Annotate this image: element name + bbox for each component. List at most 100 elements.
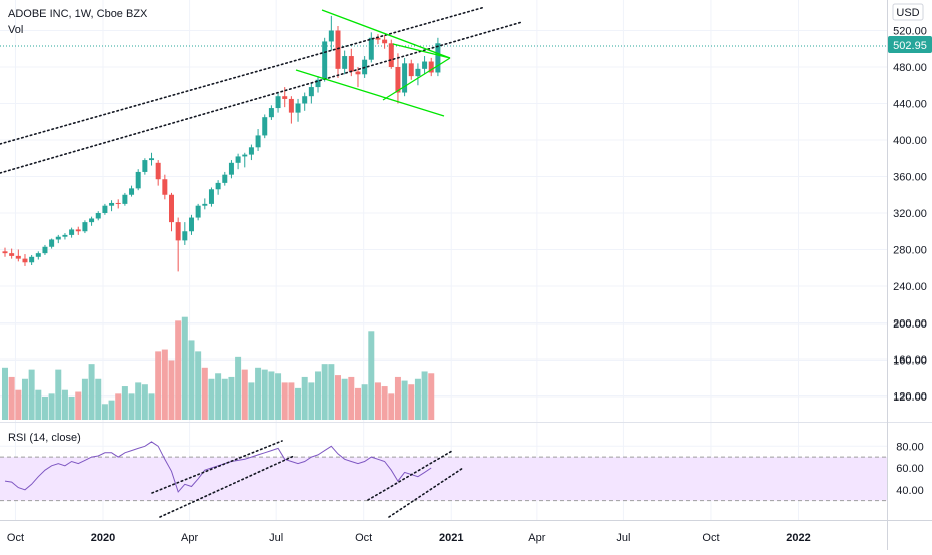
candle-body (222, 174, 228, 183)
grid (0, 0, 887, 520)
candle-body (169, 194, 174, 223)
volume-bar (175, 320, 182, 420)
volume-bar (368, 331, 375, 420)
volume-bar (88, 364, 95, 420)
candle-body (15, 255, 21, 259)
volume-bar (374, 382, 381, 420)
volume-bar (361, 384, 368, 420)
currency-badge[interactable]: USD (896, 7, 919, 19)
volume-bar (348, 376, 355, 420)
candle-body (435, 43, 441, 73)
candle-body (208, 189, 214, 204)
volume-bar (28, 369, 35, 420)
price-tick-label: 120.00 (893, 391, 927, 403)
candle-body (195, 205, 201, 218)
volume-bar (308, 382, 315, 420)
volume-bar (414, 378, 421, 420)
volume-bar (75, 391, 82, 420)
volume-bar (301, 376, 308, 420)
candle-body (115, 202, 121, 204)
volume-bar (95, 378, 102, 420)
volume-bar (328, 364, 335, 420)
currency-badge-box[interactable] (892, 3, 924, 21)
volume-bar (115, 393, 122, 420)
volume-bar (381, 386, 388, 420)
candle-body (175, 222, 181, 241)
rsi-band-fill (0, 457, 887, 501)
candle-body (35, 253, 41, 257)
price-tick-label: 520.00 (893, 26, 927, 38)
price-tick-label: 280.00 (893, 245, 927, 257)
candle-body (242, 154, 248, 157)
candle-body (288, 98, 294, 113)
volume-bar (394, 376, 401, 420)
volume-bar (228, 376, 235, 420)
rsi-channel-lower (388, 467, 464, 518)
candle-body (182, 231, 188, 241)
rsi-tick-label: 80.00 (896, 441, 924, 453)
volume-bars (2, 316, 435, 420)
candle-body (282, 96, 288, 99)
volume-bar (161, 349, 168, 420)
rsi-line (4, 441, 432, 493)
candle-body (122, 194, 128, 204)
candle-body (248, 147, 254, 155)
triangle-lower-line (295, 69, 445, 117)
volume-bar (15, 389, 22, 420)
candle-body (368, 37, 374, 60)
volume-bar (388, 393, 395, 420)
volume-bar (141, 384, 148, 420)
candle-body (162, 179, 168, 195)
rsi-tick-label: 40.00 (896, 485, 924, 497)
volume-bar (195, 351, 202, 420)
volume-bar (401, 380, 408, 420)
drawings[interactable] (0, 6, 523, 518)
volume-bar (21, 378, 28, 420)
candle-body (355, 71, 361, 75)
volume-bar (168, 360, 175, 420)
candle-body (202, 203, 208, 206)
volume-bar (81, 378, 88, 420)
candle-body (228, 162, 234, 175)
rsi-channel-upper (367, 450, 453, 501)
candle-body (275, 96, 281, 109)
candle-body (315, 79, 321, 88)
price-tick-label: 360.00 (893, 172, 927, 184)
candle-body (395, 67, 401, 93)
price-tick-label: 440.00 (893, 99, 927, 111)
volume-bar (315, 371, 322, 420)
candle-body (402, 63, 408, 93)
volume-bar (248, 382, 255, 420)
last-price-badge: 502.95 (893, 40, 927, 52)
volume-bar (148, 393, 155, 420)
candle-body (188, 217, 194, 232)
candle-body (62, 234, 68, 237)
candle-body (408, 63, 414, 77)
time-tick-label: 2021 (439, 532, 463, 544)
time-tick-label: Oct (355, 532, 372, 544)
candle-body (22, 258, 28, 263)
candle-body (322, 41, 328, 80)
volume-bar (55, 369, 62, 420)
triangle-apex-line (382, 57, 451, 101)
volume-bar (108, 400, 115, 420)
volume-tick-label: 160.00 (893, 356, 927, 368)
candle-body (235, 156, 241, 163)
triangle-base-line (392, 43, 451, 59)
volume-bar (341, 378, 348, 420)
volume-bar (354, 387, 361, 420)
candle-body (29, 256, 35, 263)
candle-body (95, 213, 101, 219)
candle-body (295, 103, 301, 113)
volume-bar (235, 356, 242, 420)
volume-bar (48, 393, 55, 420)
candle-body (348, 56, 354, 72)
volume-bar (408, 384, 415, 420)
candle-body (42, 246, 48, 254)
volume-bar (68, 397, 75, 420)
candle-body (268, 108, 274, 118)
candle-body (302, 96, 308, 104)
price-tick-label: 200.00 (893, 318, 927, 330)
